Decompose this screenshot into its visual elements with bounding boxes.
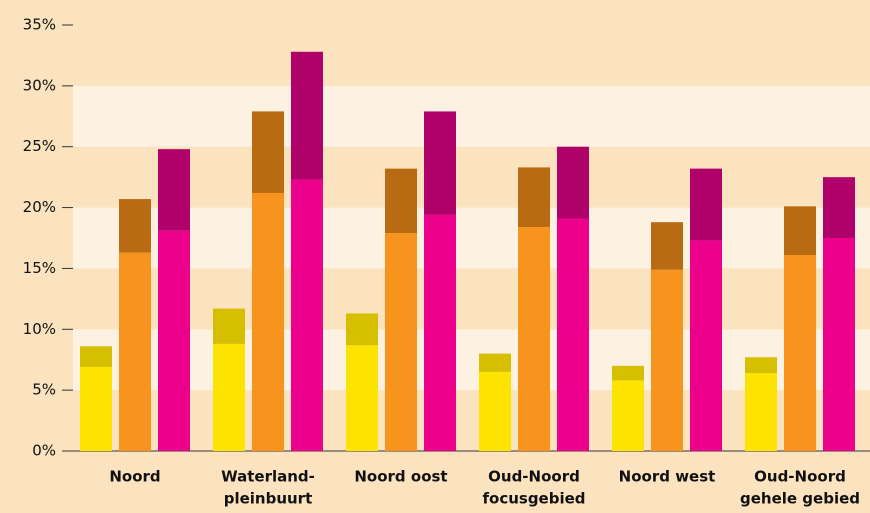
- x-tick-label: Noord oost: [354, 468, 447, 486]
- y-tick-label: 25%: [23, 137, 56, 155]
- bar-segment: [823, 238, 855, 451]
- bar-segment: [518, 167, 550, 228]
- bar-segment: [784, 206, 816, 256]
- x-tick-label: Oud-Noord: [488, 468, 580, 486]
- bar-segment: [479, 371, 511, 451]
- bar-segment: [80, 346, 112, 368]
- bar-segment: [213, 308, 245, 344]
- bar-segment: [557, 146, 589, 219]
- bar-segment: [385, 168, 417, 234]
- x-tick-label: Noord west: [619, 468, 716, 486]
- bar-segment: [745, 357, 777, 374]
- grid-band: [73, 329, 870, 391]
- bar-segment: [346, 313, 378, 346]
- bar-segment: [518, 227, 550, 451]
- y-tick-label: 20%: [23, 198, 56, 216]
- bar-segment: [80, 367, 112, 451]
- bar-segment: [158, 230, 190, 451]
- grid-band: [73, 85, 870, 147]
- x-tick-label: focusgebied: [482, 490, 585, 508]
- grid-band: [73, 25, 870, 86]
- grid-band: [73, 146, 870, 208]
- bar-segment: [784, 255, 816, 451]
- bar-segment: [557, 218, 589, 451]
- x-tick-label: Waterland-: [221, 468, 315, 486]
- bar-segment: [158, 149, 190, 231]
- bar-segment: [690, 240, 722, 451]
- grid-band: [73, 390, 870, 451]
- y-tick-label: 10%: [23, 320, 56, 338]
- bar-segment: [213, 343, 245, 451]
- bar-segment: [424, 214, 456, 451]
- y-tick-label: 15%: [23, 259, 56, 277]
- grid-band: [73, 268, 870, 330]
- x-tick-label: pleinbuurt: [224, 490, 313, 508]
- bar-segment: [252, 192, 284, 452]
- bar-segment: [119, 199, 151, 253]
- bar-segment: [612, 380, 644, 451]
- grid-band: [73, 207, 870, 269]
- bar-segment: [291, 51, 323, 180]
- bar-segment: [424, 111, 456, 215]
- y-tick-label: 30%: [23, 76, 56, 94]
- x-tick-label: gehele gebied: [740, 490, 860, 508]
- bar-segment: [690, 168, 722, 241]
- bar-segment: [385, 233, 417, 451]
- bar-segment: [651, 222, 683, 270]
- bar-segment: [252, 111, 284, 193]
- y-tick-label: 0%: [32, 442, 56, 460]
- bar-segment: [745, 373, 777, 451]
- y-tick-label: 5%: [32, 381, 56, 399]
- bar-segment: [346, 345, 378, 451]
- bar-segment: [479, 353, 511, 372]
- bar-segment: [612, 365, 644, 381]
- bar-segment: [823, 177, 855, 238]
- x-tick-label: Oud-Noord: [754, 468, 846, 486]
- bar-segment: [291, 179, 323, 451]
- y-tick-label: 35%: [23, 16, 56, 34]
- bar-segment: [651, 269, 683, 451]
- bar-segment: [119, 252, 151, 451]
- x-tick-label: Noord: [109, 468, 160, 486]
